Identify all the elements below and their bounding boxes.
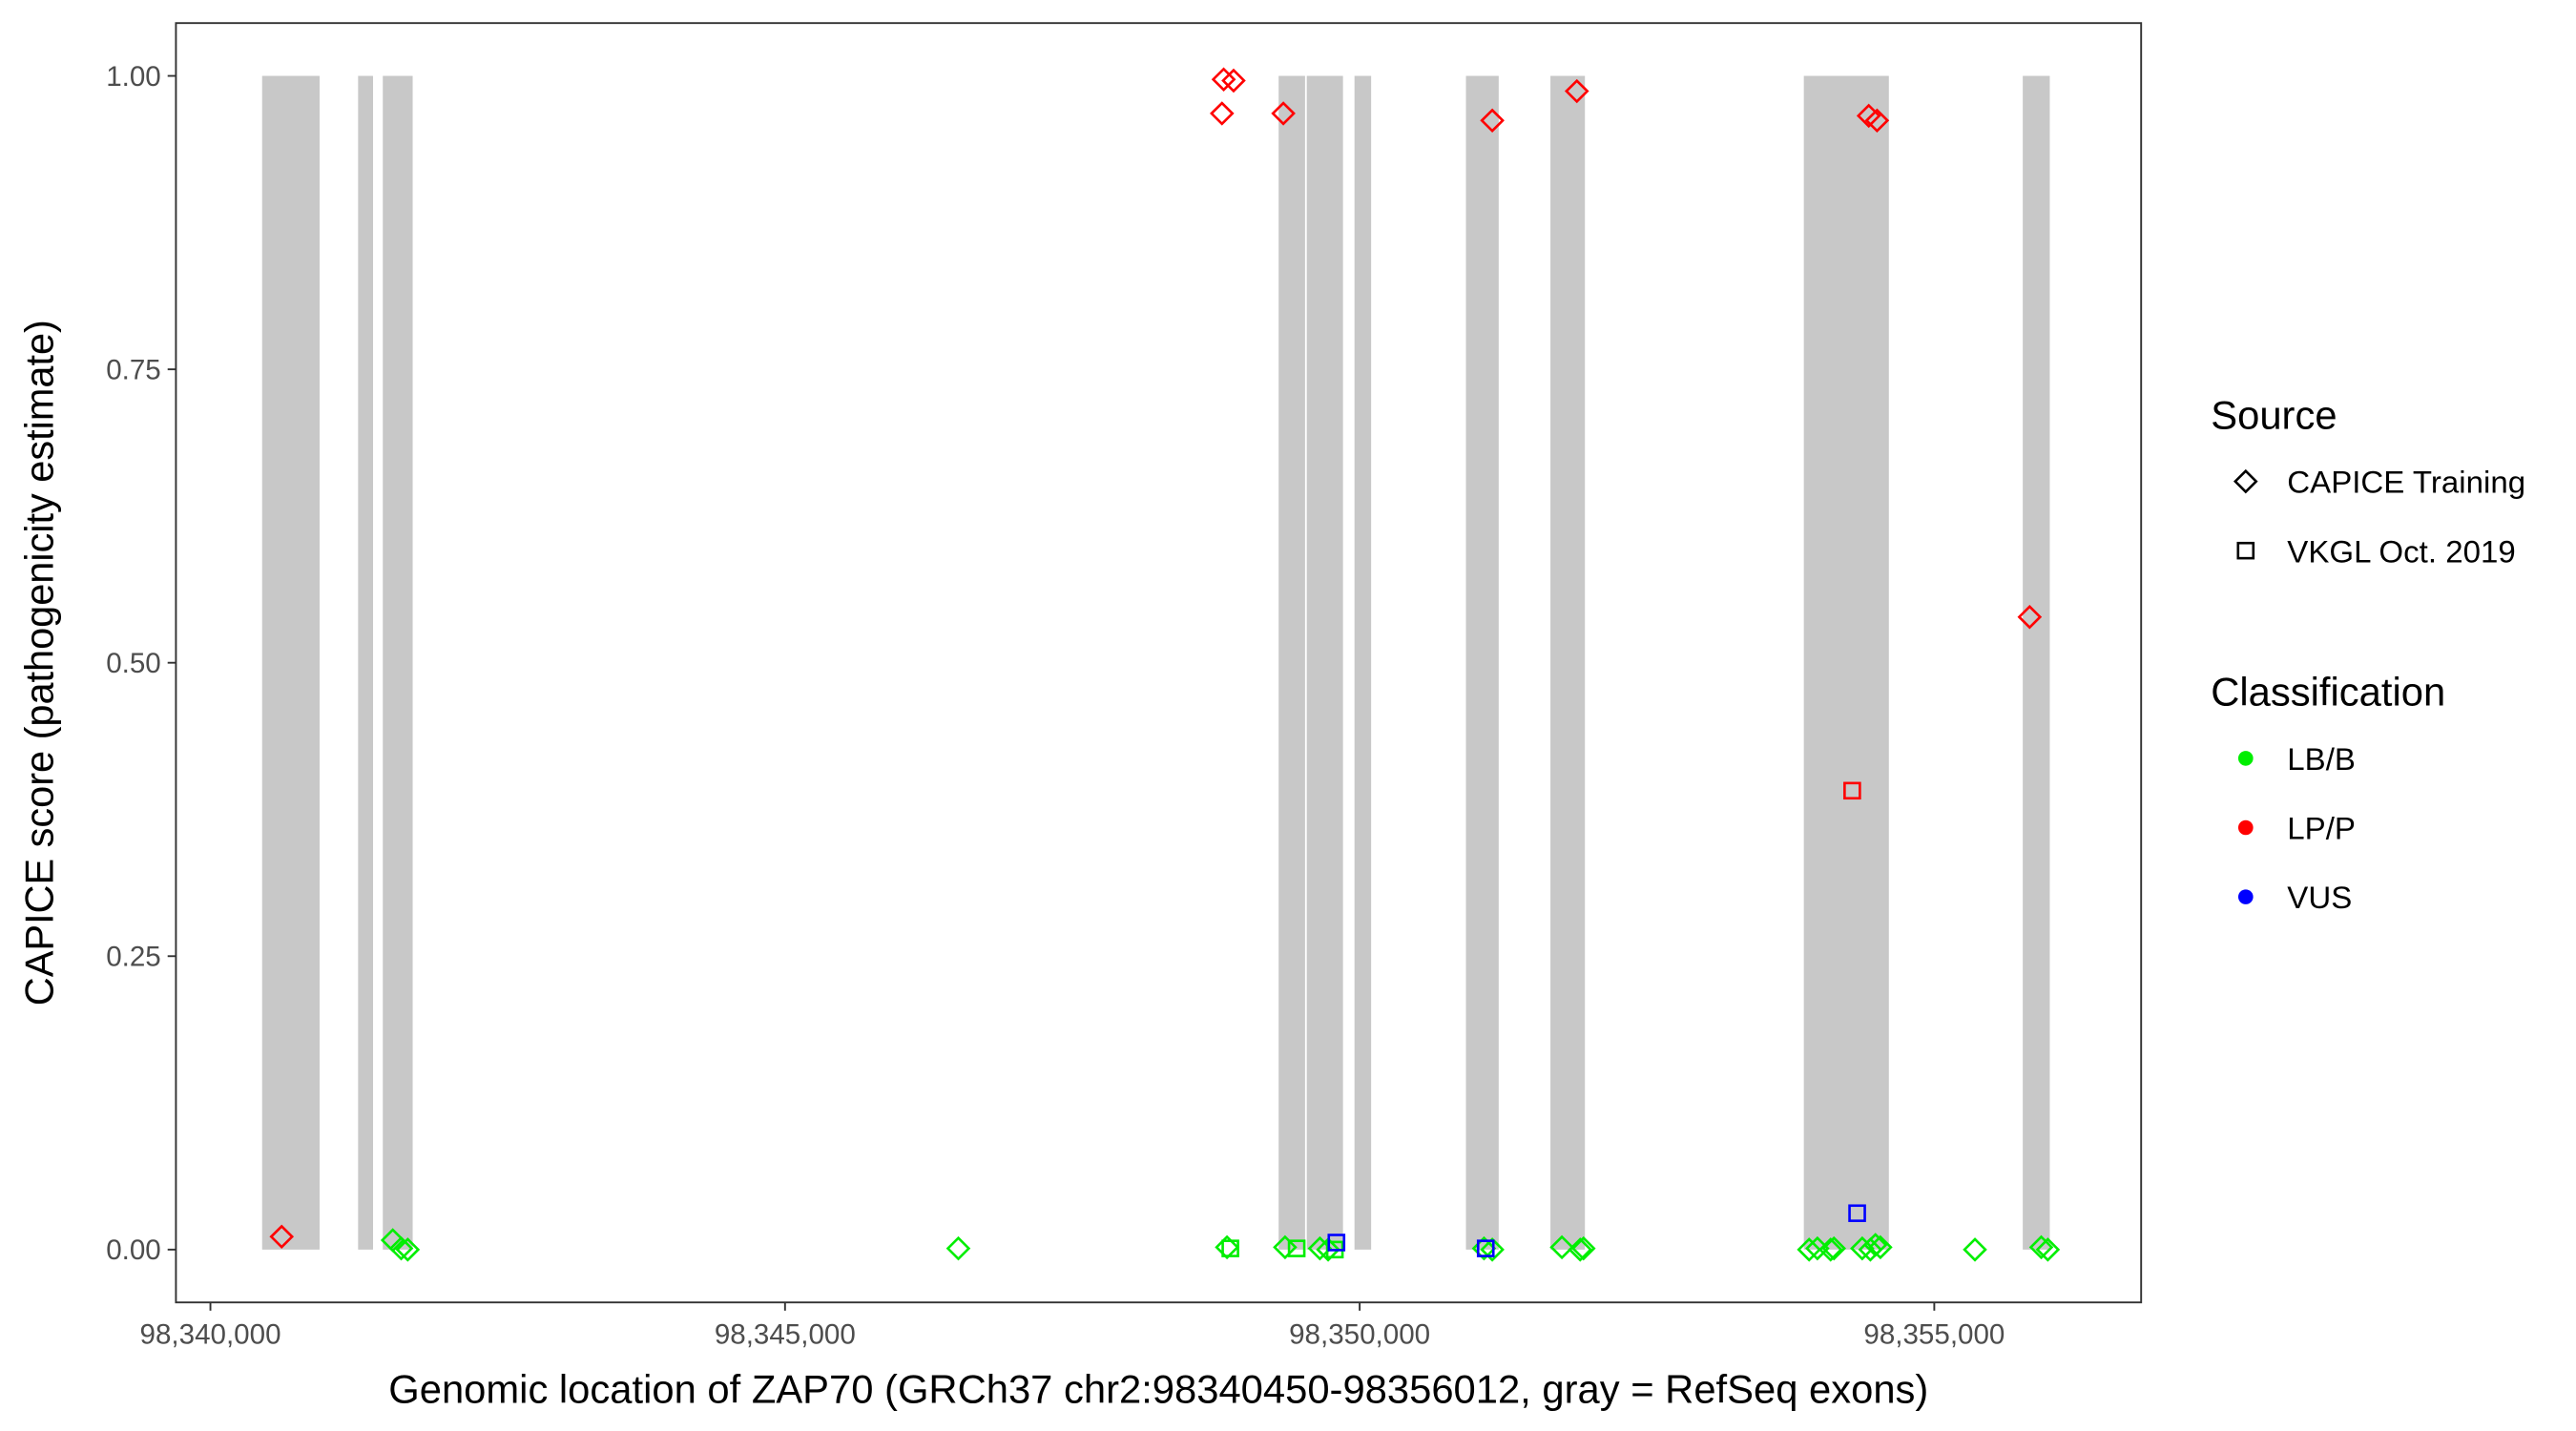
legend-key-square [2236, 541, 2255, 560]
x-tick-label: 98,350,000 [1289, 1318, 1430, 1350]
y-axis-title: CAPICE score (pathogenicity estimate) [17, 320, 62, 1006]
data-point [1211, 67, 1236, 92]
data-point [1568, 1237, 1593, 1262]
legend-label: VKGL Oct. 2019 [2287, 533, 2515, 569]
data-point [1316, 1237, 1340, 1262]
data-point [1821, 1235, 1847, 1261]
legend-label: LB/B [2287, 741, 2356, 777]
data-point [1476, 1239, 1495, 1257]
data-point [1564, 78, 1589, 104]
data-point [1862, 1233, 1888, 1257]
exon-band [383, 75, 413, 1250]
data-point [1963, 1237, 1987, 1262]
data-point [1848, 1204, 1866, 1222]
data-point [1549, 1234, 1574, 1260]
data-point [269, 1224, 295, 1250]
exon-bands [261, 75, 2050, 1250]
legend-key-dot [2237, 889, 2254, 904]
legend-key-dot [2237, 819, 2254, 836]
exon-band [1306, 75, 1343, 1250]
data-point [2028, 1234, 2054, 1260]
y-tick-label: 0.00 [106, 1234, 161, 1266]
data-point [1271, 101, 1296, 126]
data-point [2017, 604, 2043, 630]
y-tick-label: 0.25 [106, 942, 161, 973]
data-point [1797, 1237, 1822, 1262]
data-points [269, 67, 2061, 1262]
data-point [1480, 1237, 1505, 1262]
x-axis-title: Genomic location of ZAP70 (GRCh37 chr2:9… [388, 1367, 1928, 1412]
x-tick-label: 98,345,000 [715, 1318, 856, 1350]
data-point [1850, 1235, 1875, 1261]
y-tick-label: 0.75 [106, 355, 161, 386]
legend-key-dot [2237, 751, 2254, 766]
exon-band [261, 75, 320, 1250]
data-point [388, 1235, 414, 1261]
legend: Source CAPICE Training VKGL Oct. 2019 Class… [2211, 392, 2525, 915]
x-tick-label: 98,340,000 [140, 1318, 281, 1350]
exon-band [1278, 75, 1305, 1250]
legend-title: Source [2211, 392, 2337, 437]
data-point [1327, 1234, 1346, 1252]
legend-label: LP/P [2287, 811, 2356, 846]
x-axis: 98,340,000 98,345,000 98,350,000 98,355,000 [140, 1302, 2005, 1350]
data-point [1221, 1239, 1239, 1257]
legend-label: CAPICE Training [2287, 465, 2525, 500]
data-point [2035, 1237, 2061, 1262]
exon-band [2023, 75, 2050, 1250]
legend-label: VUS [2287, 880, 2352, 915]
exon-band [1465, 75, 1499, 1250]
data-point [1273, 1234, 1298, 1260]
data-point [1221, 68, 1246, 93]
data-point [1868, 1234, 1893, 1260]
exon-band [1803, 75, 1889, 1250]
y-tick-label: 0.50 [106, 648, 161, 679]
data-point [1480, 108, 1505, 134]
exon-band [358, 75, 373, 1250]
legend-title: Classification [2211, 670, 2445, 715]
y-tick-label: 1.00 [106, 61, 161, 93]
data-point [1864, 108, 1890, 134]
exon-band [1550, 75, 1586, 1250]
data-point [1215, 1234, 1239, 1260]
data-point [395, 1237, 421, 1262]
data-point [1209, 101, 1235, 126]
data-point [1818, 1237, 1843, 1262]
data-point [1858, 1237, 1883, 1262]
y-axis: 0.00 0.25 0.50 0.75 1.00 [106, 61, 177, 1266]
data-point [945, 1235, 971, 1261]
data-point [1287, 1239, 1306, 1257]
x-tick-label: 98,355,000 [1863, 1318, 2005, 1350]
exon-band [1354, 75, 1372, 1250]
data-point [1570, 1235, 1596, 1261]
legend-key-diamond [2233, 468, 2258, 494]
data-point [1843, 781, 1861, 800]
